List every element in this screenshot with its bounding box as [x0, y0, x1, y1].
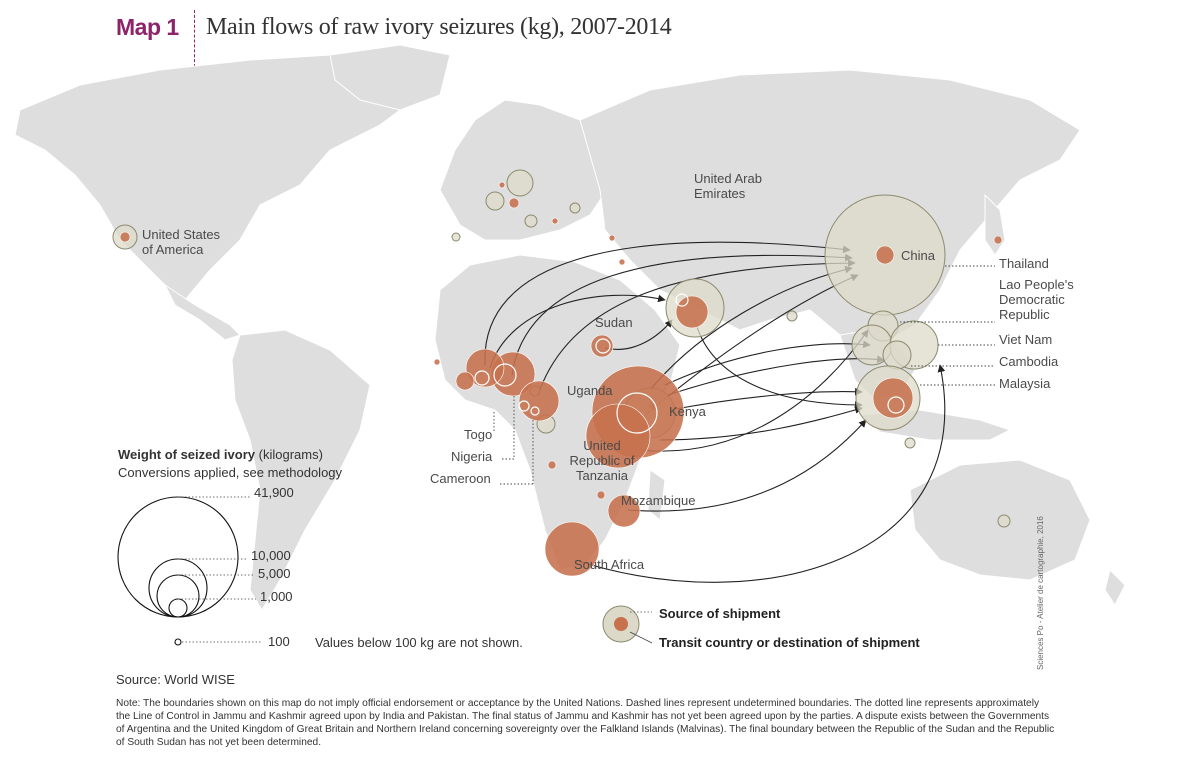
source-japan: [993, 235, 1003, 245]
legend-circles: [117, 496, 239, 646]
transit-cambodia: [882, 340, 912, 370]
transit-europe-4: [569, 202, 581, 214]
flow-arrows: [484, 241, 946, 583]
label-kenya: Kenya: [669, 404, 706, 419]
transit-europe-3: [524, 214, 538, 228]
label-uae: United Arab Emirates: [694, 171, 762, 201]
arrow-kenya-malaysia: [669, 387, 863, 411]
arrow-sudan-uae: [604, 319, 673, 350]
arrow-southafrica-vietnam: [574, 364, 946, 583]
source-south-africa: [544, 521, 600, 577]
label-malaysia: Malaysia: [999, 376, 1051, 391]
transit-europe-1: [506, 169, 534, 197]
source-europe-3: [551, 217, 559, 225]
transit-europe-2: [485, 191, 505, 211]
leader-lines: [493, 265, 995, 485]
arrow-mozambique-malaysia: [627, 419, 867, 512]
arrow-tanzania-malaysia: [659, 406, 863, 441]
transit-india: [786, 310, 798, 322]
source-china: [875, 245, 895, 265]
source-tanzania: [585, 403, 651, 469]
map-title: Main flows of raw ivory seizures (kg), 2…: [206, 14, 672, 40]
label-togo: Togo: [464, 427, 493, 442]
madagascar-land: [647, 469, 666, 521]
south-america-land: [231, 329, 371, 611]
legend-title-unit: (kilograms): [258, 447, 323, 462]
label-mozambique: Mozambique: [621, 493, 696, 508]
new-zealand-land: [1104, 569, 1126, 606]
legend-title-text: Weight of seized ivory: [118, 447, 256, 462]
arrow-togo-uae: [489, 294, 666, 369]
title-divider: [194, 10, 195, 72]
arrow-cameroon-china: [537, 259, 856, 396]
transit-europe-5: [451, 232, 461, 242]
source-turkey: [608, 234, 616, 242]
label-uganda: Uganda: [567, 383, 613, 398]
label-thailand: Thailand: [999, 256, 1049, 271]
source-cameroon: [518, 380, 560, 422]
greenland-land: [329, 44, 451, 111]
legend-circle-5000: [156, 574, 200, 618]
source-egypt: [618, 258, 626, 266]
label-nigeria: Nigeria: [451, 449, 493, 464]
arrow-tanzania-thailand: [639, 329, 869, 452]
source-europe: [508, 197, 520, 209]
label-usa: United States of America: [142, 227, 221, 257]
label-south-africa: South Africa: [574, 557, 645, 572]
label-cambodia: Cambodia: [999, 354, 1059, 369]
arrow-kenya-vietnam: [664, 340, 871, 386]
legend-value-5000: 5,000: [258, 566, 291, 581]
label-vietnam: Viet Nam: [999, 332, 1053, 347]
key-symbol: [602, 605, 653, 644]
legend-subtitle: Conversions applied, see methodology: [118, 465, 343, 480]
legend-note: Values below 100 kg are not shown.: [315, 635, 523, 650]
central-america-land: [163, 283, 241, 341]
transit-australia: [997, 514, 1011, 528]
arrow-kenya-china: [649, 265, 853, 391]
arrow-togo-china: [484, 241, 851, 366]
label-tanzania: United Republic of Tanzania: [569, 438, 635, 483]
key-transit-label: Transit country or destination of shipme…: [659, 635, 920, 650]
source-europe-2: [498, 181, 506, 189]
source-mozambique: [607, 494, 641, 528]
label-laos: Lao People's Democratic Republic: [999, 277, 1074, 322]
key-source-label: Source of shipment: [659, 606, 781, 621]
credit-line: Sciences Po - Atelier de cartographie, 2…: [1036, 516, 1045, 670]
legend-circle-1000: [168, 598, 188, 618]
source-senegal: [433, 358, 441, 366]
world-map: [14, 44, 1126, 646]
overlap-rings: [474, 293, 905, 434]
label-cameroon: Cameroon: [430, 471, 491, 486]
label-sudan: Sudan: [595, 315, 633, 330]
source-uae: [675, 295, 709, 329]
source-line: Source: World WISE: [116, 672, 235, 687]
source-congo: [547, 460, 557, 470]
legend-value-1000: 1,000: [260, 589, 293, 604]
source-usa: [119, 231, 131, 243]
legend-value-100: 100: [268, 634, 290, 649]
legend-value-41900: 41,900: [254, 485, 294, 500]
map-number: Map 1: [116, 14, 179, 40]
north-america-land: [14, 54, 421, 301]
arrow-uae-malaysia: [694, 319, 863, 409]
legend-leaders: [178, 496, 262, 643]
arrow-nigeria-china: [511, 253, 853, 376]
footnote: Note: The boundaries shown on this map d…: [116, 698, 1055, 748]
legend-circle-100: [174, 638, 182, 646]
legend-value-10000: 10,000: [251, 548, 291, 563]
source-zambia: [596, 490, 606, 500]
label-china: China: [901, 248, 935, 263]
transit-philippines: [904, 437, 916, 449]
key-source-circle: [614, 617, 628, 631]
legend-title: Weight of seized ivory (kilograms): [118, 447, 323, 462]
legend-circle-10000: [148, 558, 208, 618]
source-west-africa: [455, 371, 475, 391]
